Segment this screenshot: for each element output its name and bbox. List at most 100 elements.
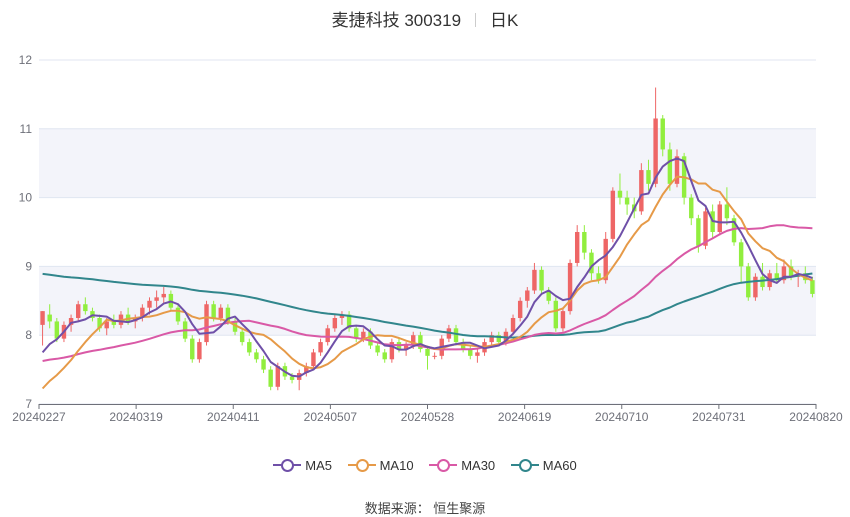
legend-item-ma30[interactable]: MA30 <box>429 458 495 473</box>
y-tick-label: 11 <box>20 122 33 136</box>
candle-body <box>624 197 630 205</box>
candle-body <box>475 352 480 356</box>
candle-body <box>567 262 573 312</box>
candle-body <box>646 170 651 184</box>
candle-body <box>432 355 437 357</box>
chart-title: 麦捷科技 300319 <box>331 11 462 30</box>
candle-body <box>760 276 765 288</box>
candle-body <box>261 359 266 370</box>
candle-body <box>774 273 780 281</box>
candle-body <box>289 376 295 380</box>
candle-body <box>517 300 523 318</box>
candle-body <box>54 321 60 339</box>
candle-body <box>425 348 430 356</box>
legend-label-ma10: MA10 <box>379 458 414 473</box>
candle-body <box>603 238 608 281</box>
candle-body <box>239 331 245 343</box>
chart-legend: MA5 MA10 MA30 MA60 <box>0 458 850 473</box>
grid-band <box>39 128 816 198</box>
ma5-line <box>41 157 813 378</box>
candle-body <box>232 321 238 332</box>
x-tick-label: 20240411 <box>207 410 260 424</box>
candle-body <box>667 149 673 184</box>
ma30-legend-icon <box>429 458 458 472</box>
candle-body <box>724 204 730 219</box>
candle-body <box>175 307 181 322</box>
ma60-legend-icon <box>510 458 539 472</box>
candle-body <box>75 304 81 318</box>
candle-body <box>411 335 416 346</box>
y-tick-label: 7 <box>25 397 32 411</box>
candle-body <box>218 307 223 318</box>
candle-body <box>361 331 366 339</box>
candle-body <box>810 280 815 294</box>
candle-body <box>660 118 665 150</box>
candle-body <box>617 190 623 198</box>
legend-item-ma5[interactable]: MA5 <box>273 458 332 473</box>
candle-body <box>40 311 45 325</box>
candle-body <box>275 366 281 387</box>
candle-body <box>225 307 231 322</box>
candle-body <box>254 352 259 360</box>
candle-body <box>582 232 587 253</box>
y-tick-label: 12 <box>19 53 33 67</box>
y-tick-label: 10 <box>19 191 33 205</box>
candle-body <box>83 304 88 312</box>
candle-body <box>197 342 202 360</box>
candle-body <box>781 266 787 281</box>
candle-body <box>532 269 537 291</box>
ma10-legend-icon <box>347 458 376 472</box>
candle-body <box>325 328 330 343</box>
candle-body <box>403 345 409 349</box>
x-tick-label: 20240319 <box>109 410 163 424</box>
candle-body <box>268 369 273 387</box>
x-tick-label: 20240731 <box>692 410 746 424</box>
candle-body <box>453 328 459 343</box>
candle-body <box>304 366 309 374</box>
candle-body <box>788 266 794 277</box>
chart-title-bar: 麦捷科技 300319 日K <box>0 6 850 31</box>
candle-body <box>468 348 473 356</box>
candle-body <box>161 293 166 298</box>
candle-body <box>140 307 145 318</box>
candle-body <box>211 304 216 318</box>
candle-body <box>689 197 694 219</box>
candle-body <box>368 331 373 346</box>
candle-body <box>703 211 708 246</box>
candle-body <box>738 242 744 267</box>
candle-body <box>418 335 423 349</box>
candle-body <box>154 297 159 301</box>
ma60-line <box>42 272 813 339</box>
candle-body <box>639 170 644 212</box>
candle-body <box>653 118 658 184</box>
candle-body <box>389 342 395 360</box>
candle-body <box>339 314 345 318</box>
candle-body <box>318 342 323 353</box>
candle-body <box>753 276 758 298</box>
candle-body <box>204 304 209 343</box>
data-source-note: 数据来源： 恒生聚源 <box>364 501 486 516</box>
candle-body <box>589 252 594 274</box>
candle-body <box>68 318 74 325</box>
legend-label-ma5: MA5 <box>305 458 332 473</box>
candle-body <box>47 314 52 322</box>
candle-body <box>332 318 338 329</box>
candle-body <box>696 218 701 246</box>
legend-item-ma10[interactable]: MA10 <box>347 458 414 473</box>
candle-body <box>574 232 580 263</box>
x-tick-label: 20240507 <box>304 410 358 424</box>
title-divider <box>475 13 477 27</box>
candle-body <box>496 335 501 343</box>
candle-body <box>525 290 530 301</box>
legend-item-ma60[interactable]: MA60 <box>510 458 577 473</box>
candle-body <box>560 311 566 329</box>
candle-body <box>311 352 316 367</box>
x-tick-label: 20240528 <box>401 410 455 424</box>
candle-body <box>382 352 387 360</box>
x-tick-label: 20240710 <box>595 410 649 424</box>
ma5-legend-icon <box>273 458 302 472</box>
candle-body <box>97 318 102 329</box>
candle-body <box>674 156 680 184</box>
candle-body <box>717 204 722 232</box>
